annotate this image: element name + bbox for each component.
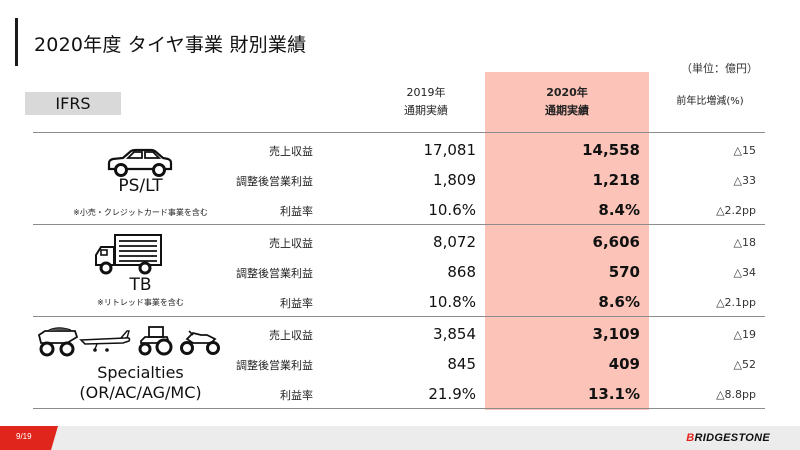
segment-note: ※リトレッド事業を含む	[97, 298, 184, 307]
column-header-2019-label: 通期実績	[404, 104, 448, 117]
motorcycle-icon	[180, 330, 220, 355]
value-change: △33	[733, 174, 756, 187]
segment-label-block: PS/LT ※小売・クレジットカード事業を含む	[33, 133, 248, 225]
segment-label-block: Specialties (OR/AC/AG/MC)	[33, 317, 248, 409]
value-change: △8.8pp	[716, 388, 756, 401]
segment-note: ※小売・クレジットカード事業を含む	[73, 208, 208, 217]
segment-divider	[33, 224, 765, 225]
row-label: 調整後営業利益	[236, 359, 313, 372]
mining-truck-icon	[37, 327, 79, 357]
value-change: △52	[733, 358, 756, 371]
value-change: △15	[733, 144, 756, 157]
table-row: 売上収益 17,081 14,558 △15	[33, 135, 765, 165]
airplane-icon	[79, 330, 131, 352]
value-2020: 14,558	[582, 141, 640, 159]
row-label: 調整後営業利益	[236, 267, 313, 280]
segment-label-block: TB ※リトレッド事業を含む	[33, 225, 248, 317]
row-label: 売上収益	[269, 237, 313, 250]
value-2019: 1,809	[433, 171, 476, 189]
value-2020: 409	[608, 355, 640, 373]
table-row: 売上収益 8,072 6,606 △18	[33, 227, 765, 257]
value-2020: 3,109	[592, 325, 640, 343]
row-label: 調整後営業利益	[236, 175, 313, 188]
logo-wordmark: RIDGESTONE	[694, 432, 770, 444]
segment-divider	[33, 316, 765, 317]
column-header-2019: 2019年 通期実績	[376, 84, 476, 120]
table-row: 調整後営業利益 1,809 1,218 △33	[33, 165, 765, 195]
segment-ps-lt: PS/LT ※小売・クレジットカード事業を含む 売上収益 17,081 14,5…	[33, 133, 765, 225]
footer-bar: 9/19 BRIDGESTONE	[0, 426, 800, 450]
car-icon	[107, 148, 173, 177]
value-2019: 17,081	[423, 141, 477, 159]
table-row: 利益率 21.9% 13.1% △8.8pp	[33, 379, 765, 409]
column-header-2020: 2020年 通期実績	[485, 84, 649, 120]
segment-name-subtitle: (OR/AC/AG/MC)	[79, 383, 202, 402]
table-row: 売上収益 3,854 3,109 △19	[33, 319, 765, 349]
value-2020: 570	[608, 263, 640, 281]
value-change: △18	[733, 236, 756, 249]
page-number-tab	[0, 426, 58, 450]
row-label: 売上収益	[269, 329, 313, 342]
row-label: 利益率	[280, 389, 313, 402]
value-2019: 8,072	[433, 233, 476, 251]
title-accent-bar	[15, 18, 18, 66]
value-2019: 868	[447, 263, 476, 281]
segment-specialties: Specialties (OR/AC/AG/MC) 売上収益 3,854 3,1…	[33, 317, 765, 409]
segment-tb: TB ※リトレッド事業を含む 売上収益 8,072 6,606 △18 調整後営…	[33, 225, 765, 317]
value-2020: 8.6%	[598, 293, 640, 311]
row-label: 利益率	[280, 297, 313, 310]
segment-name: Specialties	[97, 363, 184, 382]
table-bottom-divider	[33, 408, 765, 409]
ifrs-badge: IFRS	[25, 92, 121, 115]
bridgestone-logo: BRIDGESTONE	[686, 432, 770, 444]
table-row: 調整後営業利益 868 570 △34	[33, 257, 765, 287]
value-2020: 8.4%	[598, 201, 640, 219]
unit-label: （単位：億円）	[681, 62, 758, 75]
value-2019: 21.9%	[428, 385, 476, 403]
segment-name: PS/LT	[118, 176, 163, 196]
column-header-2020-year: 2020年	[546, 86, 588, 99]
table-row: 利益率 10.8% 8.6% △2.1pp	[33, 287, 765, 317]
column-header-change: 前年比増減(%)	[676, 96, 744, 107]
table-row: 調整後営業利益 845 409 △52	[33, 349, 765, 379]
value-2020: 6,606	[592, 233, 640, 251]
specialty-vehicles-icon	[37, 326, 220, 357]
page-number: 9/19	[16, 432, 32, 441]
row-label: 利益率	[280, 205, 313, 218]
table-row: 利益率 10.6% 8.4% △2.2pp	[33, 195, 765, 225]
value-2020: 13.1%	[587, 385, 640, 403]
table-top-divider	[33, 132, 765, 133]
value-change: △34	[733, 266, 756, 279]
value-2020: 1,218	[592, 171, 640, 189]
value-change: △2.2pp	[716, 204, 756, 217]
row-label: 売上収益	[269, 145, 313, 158]
tractor-icon	[138, 326, 173, 356]
value-2019: 845	[447, 355, 476, 373]
value-2019: 10.6%	[428, 201, 476, 219]
column-header-2020-label: 通期実績	[545, 104, 589, 117]
segment-name: TB	[129, 275, 152, 295]
page-title: 2020年度 タイヤ事業 財別業績	[34, 34, 307, 56]
value-2019: 3,854	[433, 325, 476, 343]
column-header-2019-year: 2019年	[406, 86, 446, 99]
truck-icon	[95, 234, 162, 275]
fy2020-highlight-column	[485, 72, 649, 410]
value-2019: 10.8%	[428, 293, 476, 311]
value-change: △2.1pp	[716, 296, 756, 309]
logo-b-mark: B	[686, 432, 695, 444]
value-change: △19	[733, 328, 756, 341]
